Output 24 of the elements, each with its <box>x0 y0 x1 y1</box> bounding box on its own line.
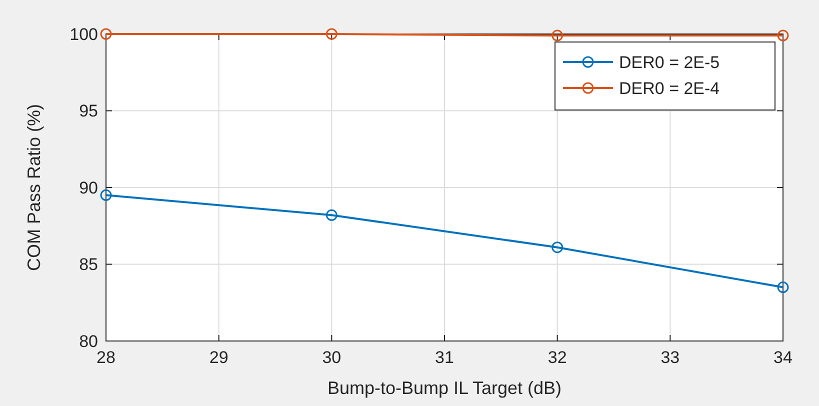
y-tick-label: 85 <box>79 255 98 274</box>
point <box>552 30 564 42</box>
x-tick-label: 31 <box>435 348 454 367</box>
point <box>777 30 789 42</box>
point <box>326 28 338 40</box>
x-tick-label: 33 <box>660 348 680 367</box>
y-tick-label: 90 <box>79 178 98 198</box>
x-axis-title: Bump-to-Bump IL Target (dB) <box>327 378 562 398</box>
x-tick-label: 29 <box>209 348 228 367</box>
x-tick-label: 30 <box>322 348 342 367</box>
point <box>100 28 112 40</box>
legend-label: DER0 = 2E-4 <box>619 78 720 98</box>
y-tick-label: 100 <box>70 24 98 44</box>
x-tick-label: 32 <box>548 348 567 367</box>
point <box>100 189 112 201</box>
legend-label: DER0 = 2E-5 <box>619 52 720 72</box>
y-tick-label: 80 <box>79 332 98 351</box>
y-tick-label: 95 <box>79 102 98 121</box>
x-tick-label: 34 <box>774 348 792 367</box>
x-tick-label: 28 <box>96 348 116 367</box>
y-axis-title: COM Pass Ratio (%) <box>24 104 44 272</box>
point <box>552 242 564 254</box>
point <box>326 209 338 221</box>
point <box>777 282 789 294</box>
